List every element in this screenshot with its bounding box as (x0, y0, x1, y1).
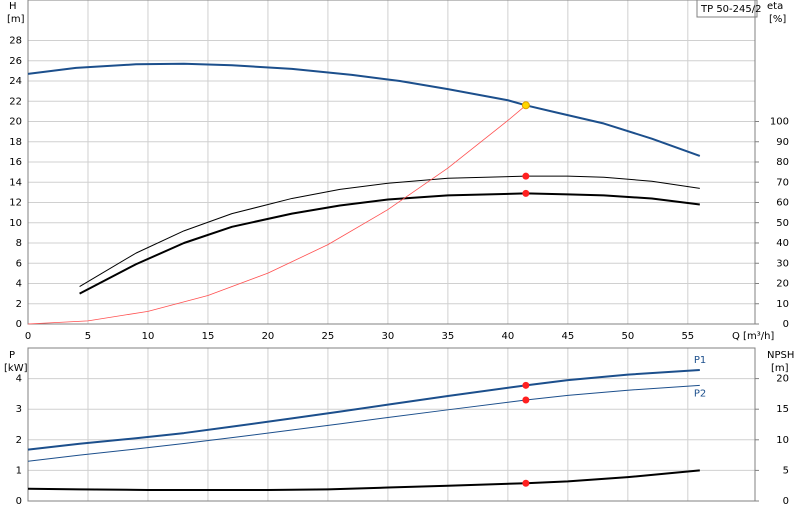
operating-point (522, 479, 530, 487)
y2-tick-label: 20 (776, 374, 789, 385)
y-tick-label: 2 (16, 299, 22, 310)
pump-label: TP 50-245/2 (700, 4, 761, 15)
series-line (27, 62, 701, 157)
y-tick-label: 3 (16, 404, 22, 415)
y-tick-label: 14 (9, 177, 22, 188)
y-tick-label: 16 (9, 157, 22, 168)
y2-tick-label: 10 (776, 299, 789, 310)
y2-tick-label: 90 (776, 137, 789, 148)
y-tick-label: 22 (9, 96, 22, 107)
y2-tick-label: 20 (776, 279, 789, 290)
y2-tick-label: 15 (776, 404, 789, 415)
y2-tick-label: 50 (776, 218, 789, 229)
series-line (79, 175, 700, 287)
label-box (696, 0, 758, 18)
h-axis-title: H (9, 1, 17, 12)
series-line (27, 102, 529, 325)
operating-point (521, 101, 530, 110)
y2-tick-label: 70 (776, 177, 789, 188)
y2-tick-label: 0 (783, 319, 789, 330)
y-tick-label: 2 (16, 435, 22, 446)
y-tick-label: 0 (16, 319, 22, 330)
y2-tick-label: 100 (770, 117, 789, 128)
series-label: P1 (694, 355, 706, 366)
series-line (27, 469, 700, 491)
y-tick-label: 6 (16, 258, 22, 269)
x-tick-label: 20 (262, 331, 275, 342)
p-axis-unit: [kW] (4, 363, 28, 374)
y-tick-label: 0 (16, 496, 22, 507)
plot-frame (27, 347, 756, 502)
operating-point (522, 172, 530, 180)
x-tick-label: 50 (621, 331, 634, 342)
x-tick-label: 25 (322, 331, 335, 342)
y-tick-label: 8 (16, 238, 22, 249)
operating-point (522, 381, 530, 389)
x-tick-label: 30 (382, 331, 395, 342)
series-line (27, 369, 700, 451)
y2-tick-label: 0 (783, 496, 789, 507)
y-tick-label: 4 (16, 374, 22, 385)
y-tick-label: 20 (9, 117, 22, 128)
y-tick-label: 24 (9, 76, 22, 87)
eta-axis-unit: [%] (769, 14, 786, 25)
y2-tick-label: 40 (776, 238, 789, 249)
x-tick-label: 55 (681, 331, 694, 342)
y-tick-label: 10 (9, 218, 22, 229)
x-tick-label: 5 (85, 331, 91, 342)
series-label: P2 (694, 388, 706, 399)
x-tick-label: 40 (502, 331, 515, 342)
y2-tick-label: 30 (776, 258, 789, 269)
y-tick-label: 26 (9, 56, 22, 67)
y2-tick-label: 60 (776, 198, 789, 209)
x-tick-label: 35 (442, 331, 455, 342)
series-line (27, 384, 700, 462)
y-tick-label: 1 (16, 465, 22, 476)
npsh-axis-title: NPSH (767, 350, 794, 361)
x-tick-label: 15 (202, 331, 215, 342)
y-tick-label: 28 (9, 36, 22, 47)
y2-tick-label: 80 (776, 157, 789, 168)
q-axis-title: Q [m³/h] (732, 331, 774, 342)
operating-point (522, 189, 530, 197)
x-tick-label: 10 (142, 331, 155, 342)
y2-tick-label: 5 (783, 465, 789, 476)
operating-point (522, 396, 530, 404)
eta-axis-title: eta (767, 1, 783, 12)
y-tick-label: 4 (16, 279, 22, 290)
y-tick-label: 18 (9, 137, 22, 148)
series-line (79, 192, 700, 295)
x-tick-label: 45 (561, 331, 574, 342)
p-axis-title: P (9, 350, 15, 361)
x-tick-label: 0 (25, 331, 31, 342)
h-axis-unit: [m] (7, 14, 25, 25)
npsh-axis-unit: [m] (771, 363, 789, 374)
plot-frame (27, 0, 756, 325)
y-tick-label: 12 (9, 198, 22, 209)
y2-tick-label: 10 (776, 435, 789, 446)
